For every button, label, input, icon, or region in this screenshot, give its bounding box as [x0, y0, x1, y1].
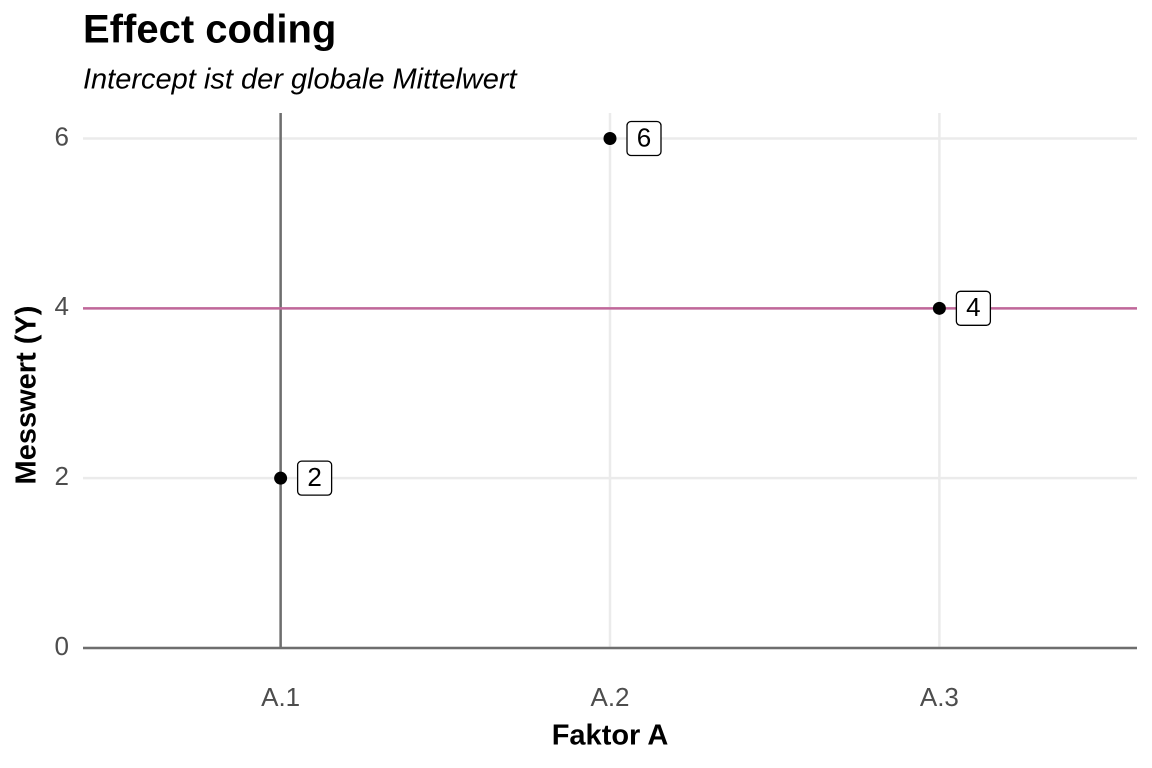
x-tick-label: A.2 [590, 682, 629, 712]
y-tick-label: 0 [55, 631, 69, 661]
label-box [626, 120, 662, 157]
label-box [955, 290, 992, 326]
x-tick-label: A.3 [920, 682, 959, 712]
data-label: 4 [966, 292, 980, 322]
chart-title: Effect coding [83, 8, 336, 52]
label-box [296, 460, 333, 496]
point [603, 131, 617, 145]
point [274, 471, 288, 485]
y-tick-label: 4 [55, 291, 69, 321]
y-tick-label: 6 [55, 121, 69, 151]
data-label: 6 [637, 122, 651, 152]
y-axis-title: Messwert (Y) [11, 306, 43, 485]
point [932, 301, 946, 315]
chart-subtitle: Intercept ist der globale Mittelwert [83, 64, 519, 96]
x-axis-title: Faktor A [552, 720, 669, 752]
y-tick-label: 2 [55, 461, 69, 491]
data-label: 2 [307, 462, 321, 492]
x-tick-label: A.1 [261, 682, 300, 712]
